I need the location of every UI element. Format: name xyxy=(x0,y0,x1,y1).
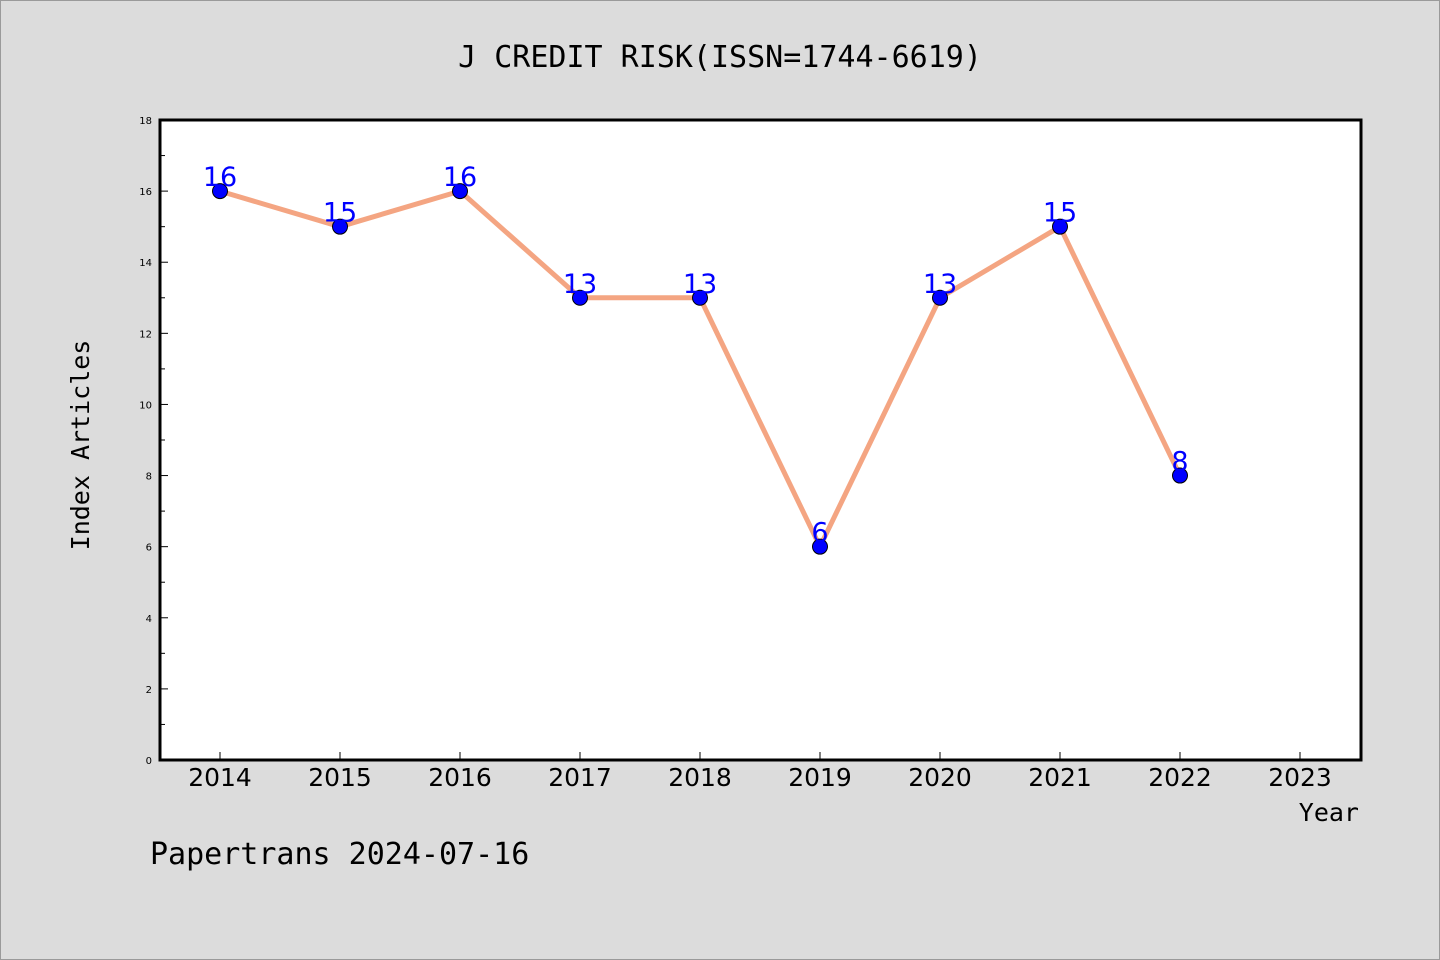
x-tick-label: 2022 xyxy=(1148,763,1212,792)
y-tick-label: 2 xyxy=(146,685,152,696)
footer-credit: Papertrans 2024-07-16 xyxy=(150,837,529,872)
data-label: 8 xyxy=(1171,447,1188,478)
data-label: 6 xyxy=(811,518,828,549)
series-layer: 16 15 16 13 13 6 13 15 8 xyxy=(203,162,1189,555)
data-label: 16 xyxy=(443,162,477,193)
data-label: 13 xyxy=(683,269,717,300)
y-tick-label: 14 xyxy=(139,258,152,269)
data-point xyxy=(1052,218,1068,235)
data-point xyxy=(212,183,228,200)
x-tick-label: 2020 xyxy=(908,763,972,792)
x-tick-label: 2019 xyxy=(788,763,852,792)
x-tick-label: 2023 xyxy=(1268,763,1332,792)
data-point xyxy=(572,289,588,306)
x-tick-label: 2014 xyxy=(188,763,252,792)
x-axis: 2014 2015 2016 2017 2018 2019 2020 2021 2022 2023 xyxy=(188,752,1332,792)
x-tick-label: 2017 xyxy=(548,763,612,792)
y-axis: 0 2 4 6 8 10 12 14 16 18 xyxy=(139,116,168,767)
x-tick-label: 2018 xyxy=(668,763,732,792)
y-tick-label: 8 xyxy=(146,472,152,483)
x-axis-label: Year xyxy=(1299,798,1359,827)
data-label: 15 xyxy=(323,198,357,229)
y-axis-label: Index Articles xyxy=(66,340,95,551)
data-point xyxy=(332,218,348,235)
data-label: 13 xyxy=(563,269,597,300)
x-tick-label: 2016 xyxy=(428,763,492,792)
chart-title: J CREDIT RISK(ISSN=1744-6619) xyxy=(458,40,982,75)
data-label: 13 xyxy=(923,269,957,300)
data-label: 16 xyxy=(203,162,237,193)
data-point xyxy=(1172,467,1188,484)
data-point xyxy=(452,183,468,200)
data-point xyxy=(812,538,828,555)
y-tick-label: 6 xyxy=(146,543,152,554)
data-point xyxy=(692,289,708,306)
y-tick-label: 0 xyxy=(146,756,152,767)
y-tick-label: 10 xyxy=(139,400,152,411)
x-tick-label: 2021 xyxy=(1028,763,1092,792)
data-label: 15 xyxy=(1043,198,1077,229)
y-tick-label: 12 xyxy=(139,329,152,340)
y-tick-label: 4 xyxy=(146,614,152,625)
y-tick-label: 18 xyxy=(139,116,152,127)
data-point xyxy=(932,289,948,306)
y-tick-label: 16 xyxy=(139,187,152,198)
x-tick-label: 2015 xyxy=(308,763,372,792)
